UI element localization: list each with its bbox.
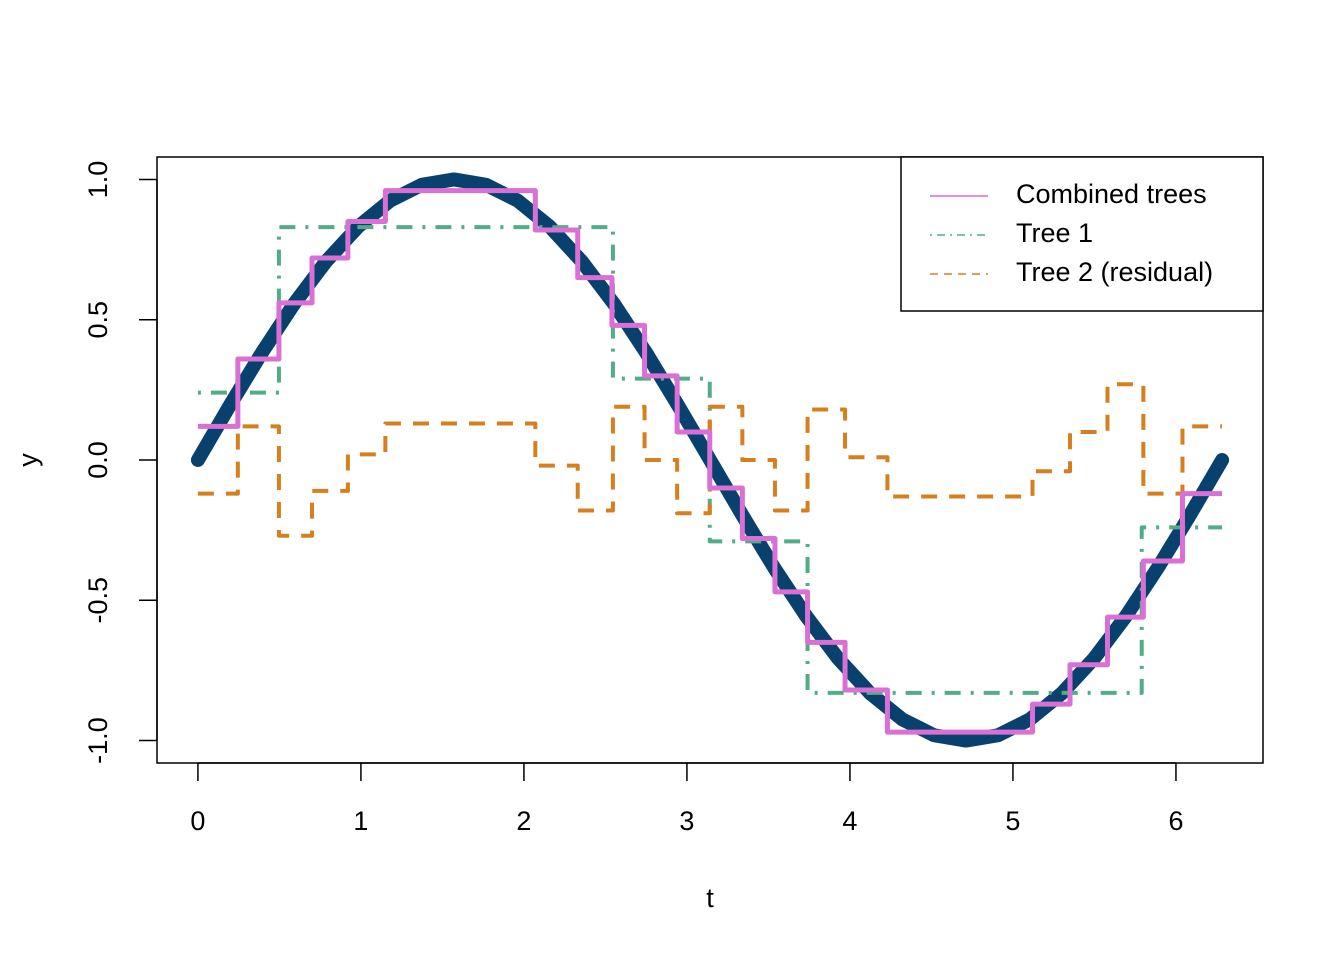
y-tick-label: 1.0	[83, 161, 113, 199]
series-line	[197, 188, 1223, 735]
plot-area	[190, 172, 1230, 748]
y-axis-label: y	[13, 453, 43, 467]
legend-label: Tree 1	[1016, 218, 1093, 248]
x-tick-label: 0	[190, 806, 205, 836]
x-tick-label: 6	[1168, 806, 1183, 836]
x-tick-label: 2	[516, 806, 531, 836]
y-tick-label: 0.0	[83, 441, 113, 479]
y-tick-label: -1.0	[83, 717, 113, 764]
legend-label: Tree 2 (residual)	[1016, 257, 1213, 287]
x-tick-label: 3	[679, 806, 694, 836]
legend-label: Combined trees	[1016, 179, 1207, 209]
legend-box	[900, 156, 1264, 312]
x-tick-label: 5	[1005, 806, 1020, 836]
x-tick-label: 4	[842, 806, 857, 836]
x-tick-label: 1	[353, 806, 368, 836]
y-tick-label: -0.5	[83, 577, 113, 624]
y-tick-label: 0.5	[83, 301, 113, 339]
x-axis-label: t	[706, 883, 714, 913]
